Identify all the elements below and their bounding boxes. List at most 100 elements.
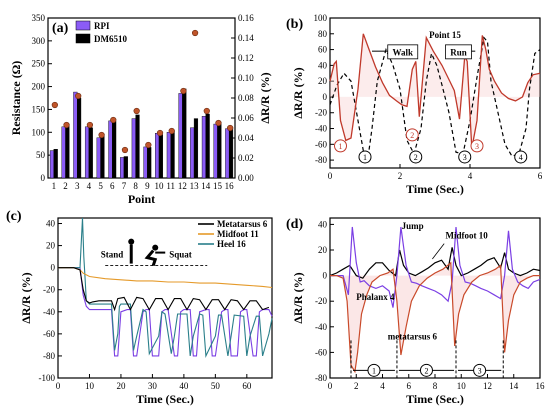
d-xtick-label: 16 <box>536 381 546 391</box>
a-y2tick-label: 0.06 <box>238 113 254 123</box>
a-xtick-label: 9 <box>145 181 150 191</box>
a-ratio-point <box>168 127 175 135</box>
b-red-marker-1-circle <box>334 139 347 153</box>
a-x-axis-label: Point <box>128 192 155 206</box>
b-ytick-label: 60 <box>318 45 328 55</box>
c-ytick-label: 40 <box>46 219 56 229</box>
b-ytick-label: 100 <box>314 13 328 23</box>
b-x-axis-label: Time (Sec.) <box>406 182 464 196</box>
a-bar-rpi <box>108 120 113 179</box>
a-bar-rpi <box>84 126 90 179</box>
c-legend-label-0: Metatarsus 6 <box>217 219 268 229</box>
a-bar-dm6510 <box>123 156 128 179</box>
d-annotation-midfoot: Midfoot 10 <box>446 230 489 240</box>
a-bar-rpi <box>225 128 230 179</box>
b-walk-box <box>387 44 419 60</box>
d-x-axis-label: Time (Sec.) <box>406 392 464 406</box>
c-xtick-label: 30 <box>148 381 158 391</box>
a-y2-axis-label: ΔR/R (%) <box>258 72 272 123</box>
d-xtick-label: 12 <box>483 381 492 391</box>
a-ytick-label: 250 <box>32 59 46 69</box>
a-xtick-label: 13 <box>190 181 200 191</box>
a-legend-swatch-rpi <box>75 20 91 31</box>
a-xtick-label: 16 <box>225 181 235 191</box>
a-bar-dm6510 <box>205 113 210 179</box>
d-xtick-label: 10 <box>457 381 467 391</box>
c-ytick-label: -80 <box>43 351 55 361</box>
c-inset-stand-label: Stand <box>101 250 124 260</box>
d-xtick-label: 8 <box>433 381 438 391</box>
b-ytick-label: -80 <box>315 155 327 165</box>
b-series-solid <box>329 33 541 149</box>
a-xtick-label: 12 <box>178 181 187 191</box>
a-bar-dm6510 <box>228 127 234 179</box>
d-ytick-label: 0 <box>323 271 328 281</box>
c-stand-figure-head <box>128 238 135 245</box>
d-ytick-label: -20 <box>315 296 327 306</box>
a-ratio-point <box>191 29 199 37</box>
c-legend-label-1: Midfoot 11 <box>217 229 259 239</box>
a-bar-dm6510 <box>135 114 140 179</box>
d-interval-2-text: 2 <box>424 367 428 376</box>
a-bar-rpi <box>190 127 195 179</box>
a-bar-rpi <box>96 137 101 179</box>
d-interval-3-circle <box>473 363 487 377</box>
c-plot-frame <box>57 217 273 379</box>
a-y2tick-label: 0.08 <box>238 93 254 103</box>
d-series-metatarsus-6 <box>330 261 540 374</box>
b-xtick-label: 4 <box>468 171 473 181</box>
a-xtick-label: 11 <box>166 181 175 191</box>
d-annotation-phalanx: Phalanx 4 <box>356 292 395 302</box>
panel-b: -80 -60 -40 -20 0 20 40 60 80 100 0 2 4 6 Time (Sec.) Δ… <box>286 13 543 196</box>
b-red-marker-2-circle <box>405 128 419 142</box>
b-xtick-label: 0 <box>328 171 333 181</box>
d-panel-label: (d) <box>286 217 303 232</box>
a-ratio-point <box>51 101 58 109</box>
b-title: Point 15 <box>429 30 461 40</box>
panel-c: -100 -80 -60 -40 -20 0 20 40 0 10 20 30 40 50 60 Time (… <box>6 209 273 406</box>
c-series-metatarsus-6 <box>58 267 270 312</box>
c-ytick-label: -60 <box>43 329 55 339</box>
b-walk-label: Walk <box>392 47 413 57</box>
a-y2tick-label: 0.04 <box>238 133 254 143</box>
a-ratio-point <box>203 107 210 115</box>
b-panel-label: (b) <box>286 17 303 32</box>
a-legend-swatch-dm6510 <box>75 33 91 44</box>
b-ytick-label: 20 <box>318 76 328 86</box>
b-black-marker-3-circle <box>458 150 472 164</box>
b-red-marker-1-text: 1 <box>339 142 343 151</box>
d-ytick-label: 40 <box>318 219 328 229</box>
b-red-marker-2-text: 2 <box>410 131 414 140</box>
c-squat-figure-body <box>144 249 158 267</box>
d-ytick-label: -40 <box>315 322 327 332</box>
a-xtick-label: 14 <box>201 181 211 191</box>
a-bar-rpi <box>143 146 148 179</box>
a-bar-dm6510 <box>147 147 152 179</box>
a-y2tick-label: 0.16 <box>238 13 254 23</box>
a-bar-rpi <box>131 118 136 179</box>
c-x-axis-label: Time (Sec.) <box>136 392 194 406</box>
d-annotation-midfoot-pointer <box>432 243 445 260</box>
a-y2tick-label: 0.02 <box>238 153 254 163</box>
c-series-midfoot-11 <box>58 267 273 289</box>
b-run-box <box>445 44 472 60</box>
c-series-purple <box>58 267 273 357</box>
a-xtick-label: 2 <box>63 181 68 191</box>
a-ratio-point <box>227 124 234 132</box>
d-ytick-label: -80 <box>315 373 327 383</box>
b-black-marker-2-text: 2 <box>414 153 418 162</box>
a-ytick-label: 350 <box>32 13 46 23</box>
a-ytick-label: 0 <box>41 173 46 183</box>
c-y-axis-label: ΔR/R (%) <box>19 272 33 323</box>
d-interval-1-circle <box>367 363 381 377</box>
b-ytick-label: 0 <box>323 92 328 102</box>
a-bar-dm6510 <box>53 148 58 179</box>
d-interval-2-circle <box>419 363 433 377</box>
d-ytick-label: -60 <box>315 347 327 357</box>
b-xtick-label: 2 <box>398 171 403 181</box>
c-ytick-label: -20 <box>43 285 55 295</box>
a-ratio-point <box>156 129 164 137</box>
a-ytick-label: 100 <box>32 127 46 137</box>
a-bar-rpi <box>213 123 218 179</box>
